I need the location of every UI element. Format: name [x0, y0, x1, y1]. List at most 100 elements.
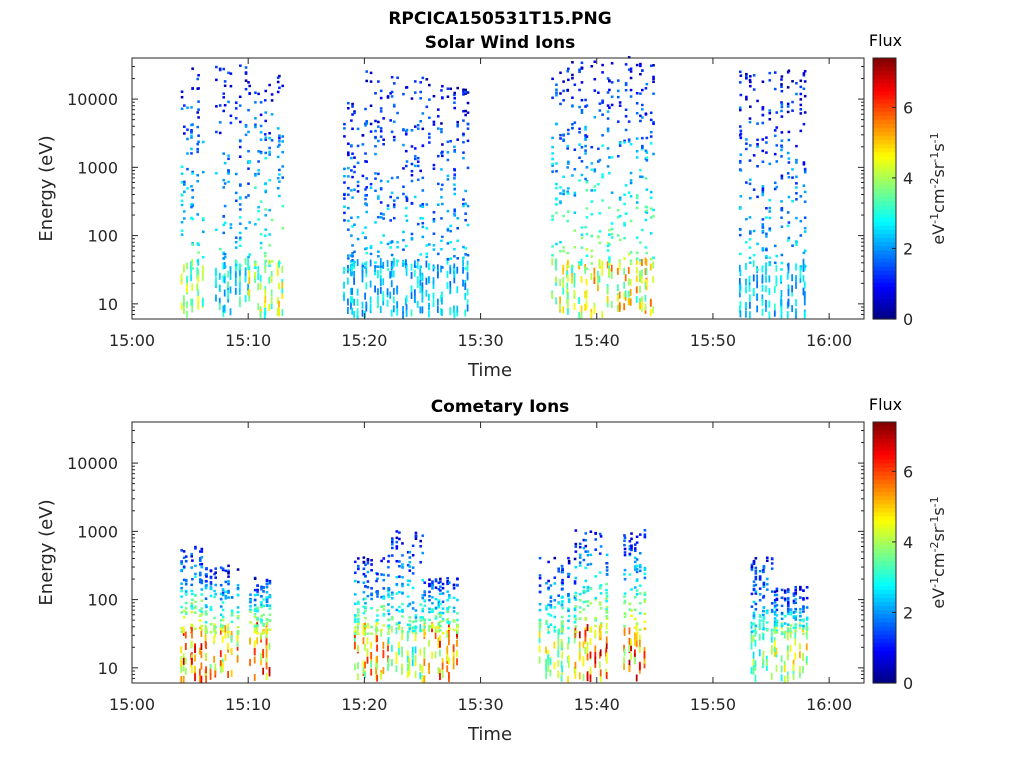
spectrogram-cell	[765, 556, 769, 560]
spectrogram-cell	[585, 248, 589, 251]
spectrogram-cell	[783, 591, 787, 594]
spectrogram-cell	[641, 147, 644, 151]
spectrogram-cell	[644, 246, 648, 249]
spectrogram-cell	[183, 306, 185, 314]
spectrogram-cell	[411, 607, 415, 610]
spectrogram-cell	[257, 169, 260, 172]
spectrogram-cell	[268, 178, 271, 182]
spectrogram-cell	[369, 186, 373, 189]
axes-frame	[131, 57, 865, 320]
spectrogram-cell	[635, 63, 639, 67]
spectrogram-cell	[547, 588, 550, 591]
spectrogram-cell	[745, 74, 748, 78]
spectrogram-cell	[641, 136, 644, 140]
spectrogram-cell	[410, 169, 414, 173]
spectrogram-cell	[256, 606, 259, 610]
spectrogram-cell	[775, 593, 779, 597]
spectrogram-cell	[390, 309, 393, 317]
spectrogram-cell	[353, 663, 356, 671]
spectrogram-cell	[379, 127, 383, 130]
spectrogram-cell	[209, 581, 213, 584]
spectrogram-cell	[437, 581, 441, 585]
spectrogram-cell	[750, 605, 754, 608]
spectrogram-cell	[623, 595, 626, 598]
spectrogram-cell	[639, 302, 641, 310]
spectrogram-cell	[773, 71, 777, 74]
spectrogram-cell	[783, 597, 787, 601]
spectrogram-cell	[606, 261, 609, 269]
spectrogram-cell	[599, 625, 603, 629]
spectrogram-cell	[624, 184, 628, 187]
spectrogram-cell	[780, 145, 784, 149]
spectrogram-cell	[598, 158, 602, 162]
spectrogram-cell	[590, 255, 594, 258]
spectrogram-cell	[264, 111, 268, 114]
spectrogram-cell	[786, 71, 790, 74]
spectrogram-cell	[608, 79, 611, 83]
spectrogram-cell	[184, 610, 188, 614]
plot-area	[132, 422, 864, 683]
spectrogram-cell	[635, 149, 639, 153]
spectrogram-cell	[401, 630, 404, 633]
spectrogram-cell	[803, 170, 807, 174]
colorbar-segment	[873, 670, 896, 676]
spectrogram-cell	[234, 265, 238, 268]
spectrogram-cell	[377, 120, 380, 124]
spectrogram-cell	[391, 659, 393, 667]
spectrogram-cell	[196, 272, 199, 280]
spectrogram-cell	[645, 156, 649, 159]
spectrogram-cell	[618, 303, 621, 311]
spectrogram-cell	[641, 297, 643, 305]
spectrogram-cell	[218, 104, 222, 107]
spectrogram-cell	[578, 88, 581, 92]
spectrogram-cell	[786, 590, 790, 594]
spectrogram-cell	[624, 82, 628, 85]
spectrogram-cell	[802, 74, 806, 77]
spectrogram-cell	[239, 296, 241, 304]
spectrogram-cell	[197, 258, 200, 266]
spectrogram-cell	[423, 625, 427, 629]
spectrogram-cell	[402, 143, 405, 147]
spectrogram-cell	[377, 271, 379, 279]
spectrogram-cell	[440, 188, 443, 191]
spectrogram-cell	[238, 95, 242, 99]
spectrogram-cell	[775, 264, 778, 272]
spectrogram-cell	[369, 130, 373, 133]
spectrogram-cell	[247, 258, 249, 266]
spectrogram-cell	[560, 615, 564, 619]
spectrogram-cell	[382, 604, 386, 608]
spectrogram-cell	[749, 144, 752, 147]
spectrogram-cell	[239, 139, 242, 143]
spectrogram-cell	[377, 301, 379, 309]
spectrogram-cell	[571, 126, 574, 130]
spectrogram-cell	[406, 650, 409, 658]
spectrogram-cell	[343, 127, 346, 130]
spectrogram-cell	[551, 254, 554, 257]
spectrogram-cell	[574, 630, 578, 634]
spectrogram-cell	[580, 81, 584, 84]
spectrogram-cell	[750, 592, 754, 596]
spectrogram-cell	[257, 209, 260, 213]
spectrogram-cell	[382, 217, 385, 220]
spectrogram-cell	[606, 91, 610, 94]
spectrogram-cell	[567, 307, 569, 315]
spectrogram-cell	[780, 665, 783, 673]
spectrogram-cell	[437, 603, 441, 606]
spectrogram-cell	[244, 295, 247, 303]
spectrogram-cell	[803, 230, 807, 233]
spectrogram-cell	[425, 252, 429, 255]
spectrogram-cell	[369, 296, 372, 304]
spectrogram-cell	[365, 160, 369, 163]
spectrogram-cell	[754, 660, 757, 668]
spectrogram-cell	[197, 275, 200, 283]
spectrogram-cell	[392, 82, 396, 85]
spectrogram-cell	[758, 587, 762, 590]
spectrogram-cell	[364, 597, 367, 601]
spectrogram-cell	[559, 92, 562, 95]
spectrogram-cell	[421, 551, 425, 555]
spectrogram-cell	[559, 71, 562, 75]
spectrogram-cell	[230, 630, 233, 638]
spectrogram-cell	[239, 216, 242, 219]
spectrogram-cell	[249, 600, 252, 604]
